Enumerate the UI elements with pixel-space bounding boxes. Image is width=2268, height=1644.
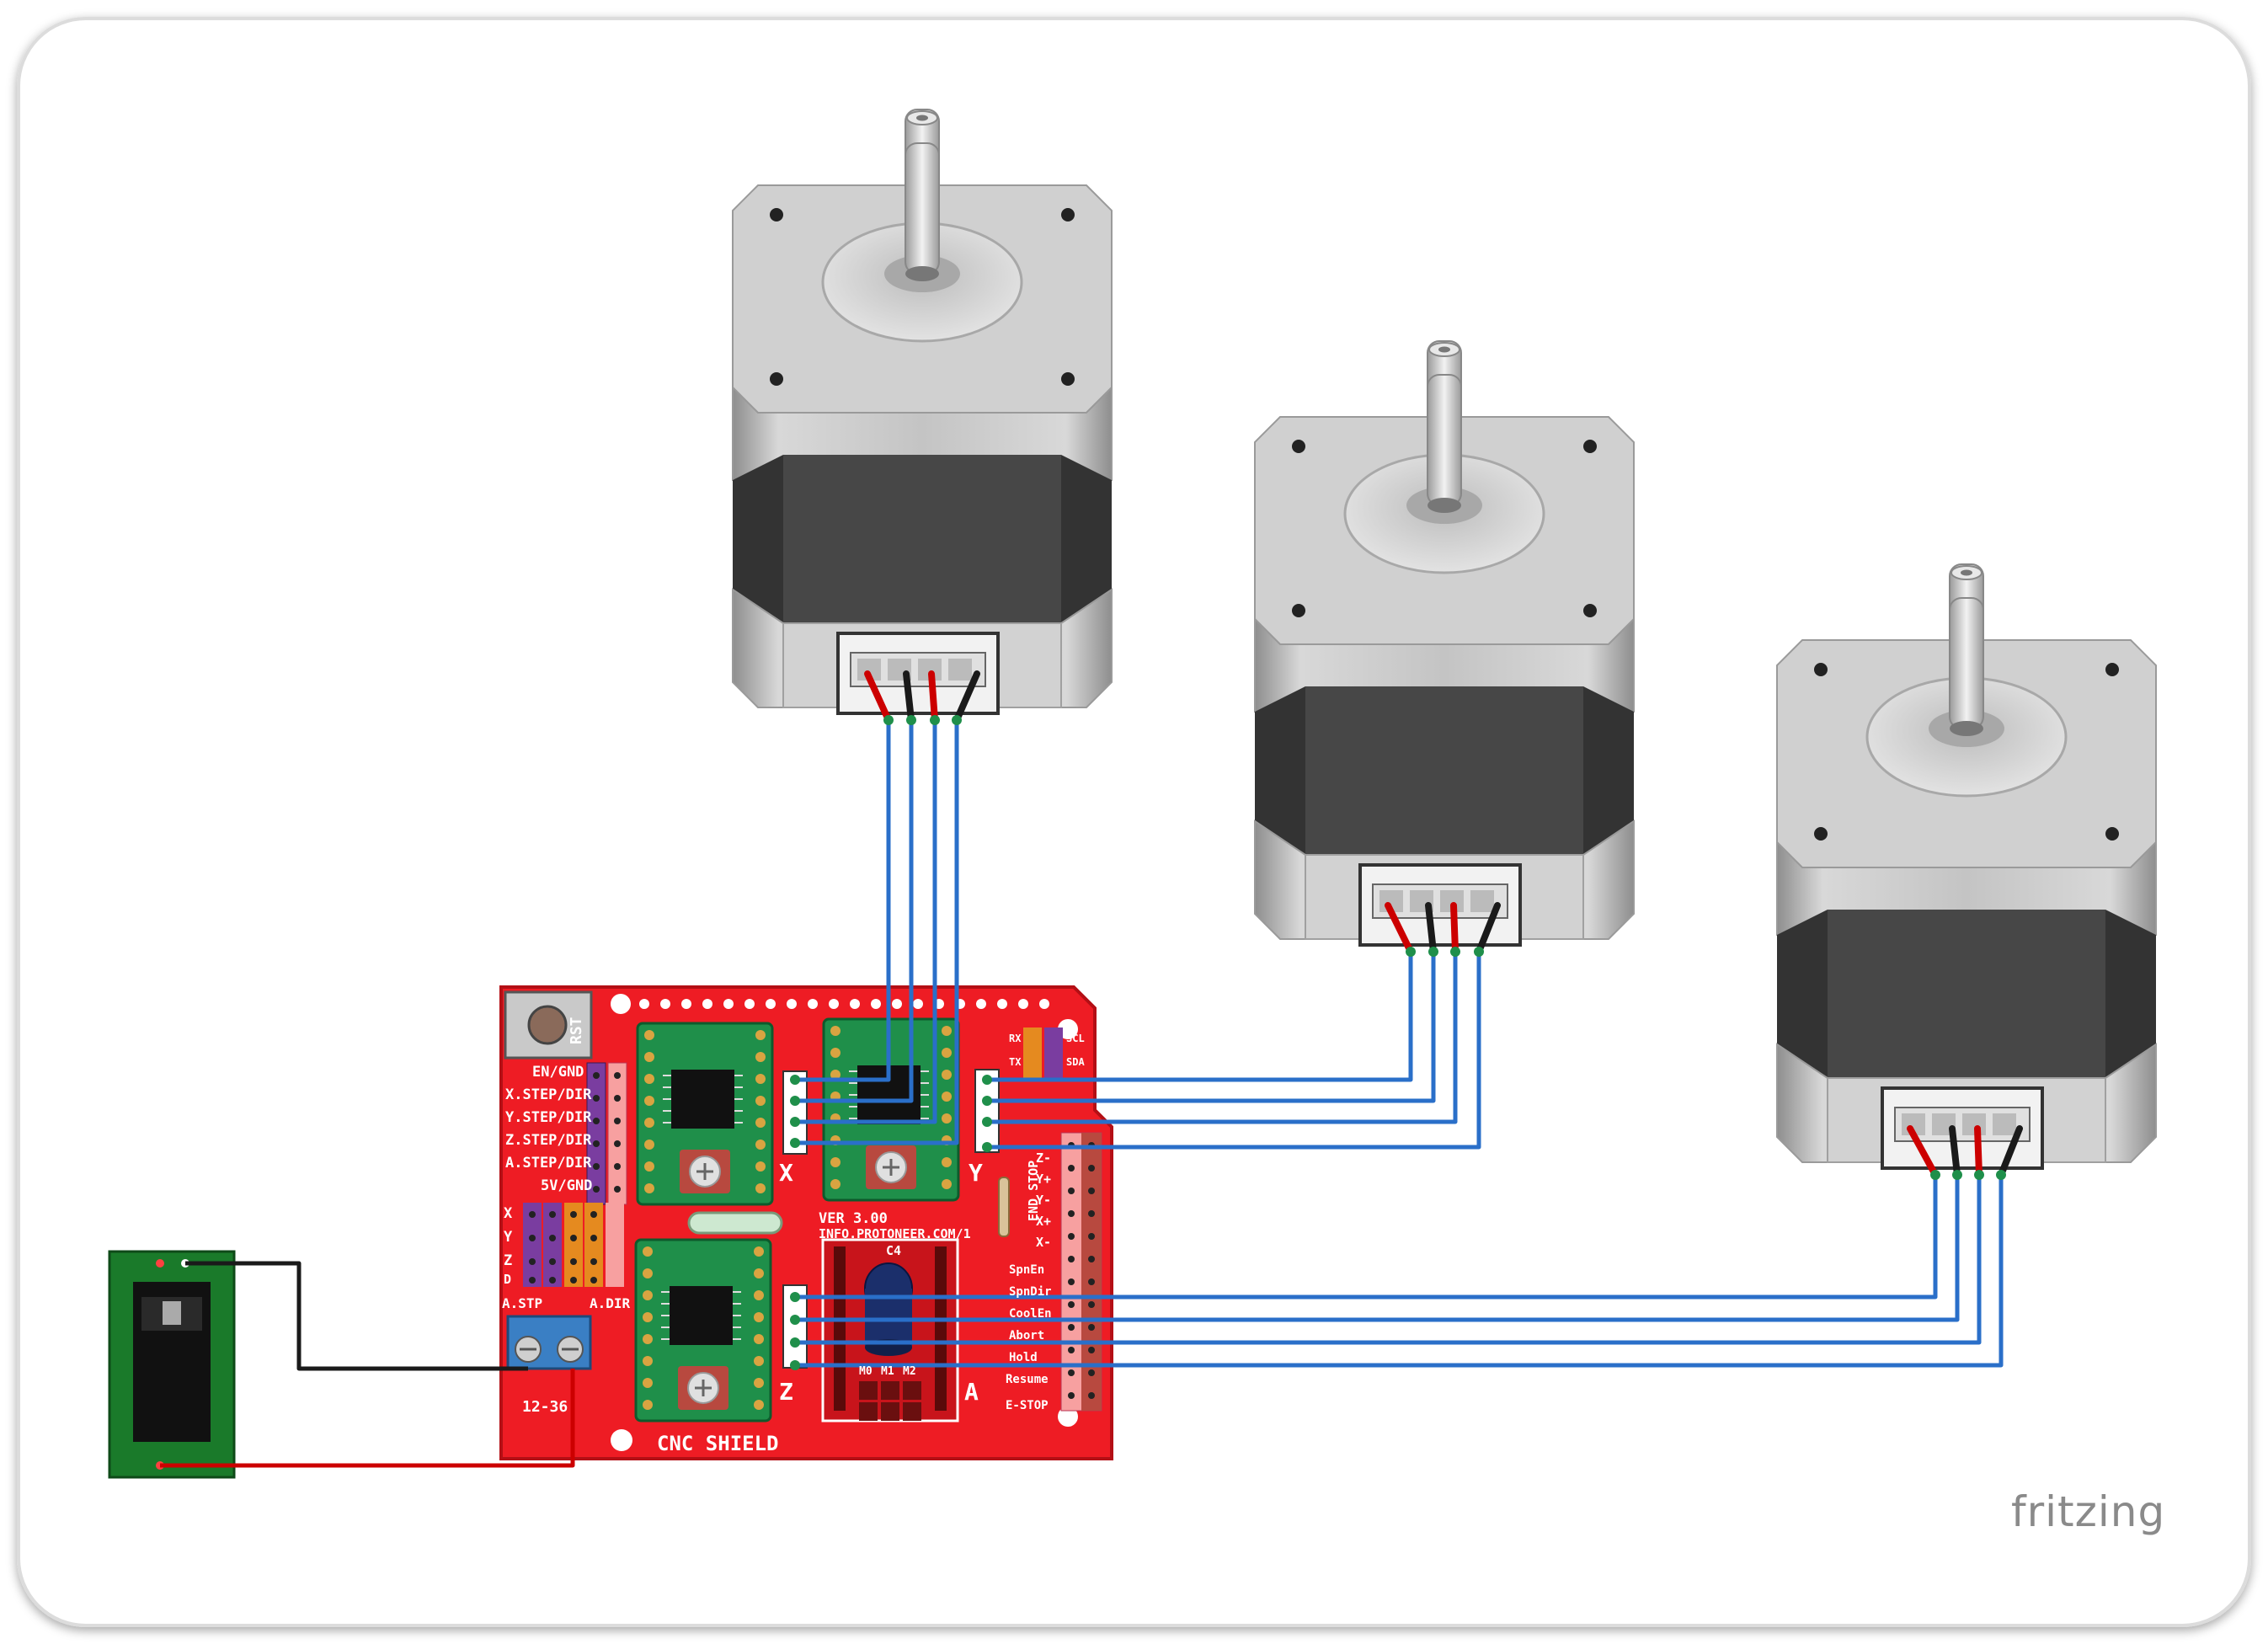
axis-label-z: Z xyxy=(779,1378,793,1406)
voltage-label: 12-36 xyxy=(522,1398,568,1416)
board-name: CNC SHIELD xyxy=(657,1432,779,1455)
small-axis-z: Z xyxy=(504,1252,512,1269)
motor-1-wires xyxy=(795,720,959,1145)
endstop-label: END STOP xyxy=(1026,1161,1041,1221)
motor-3-wires xyxy=(795,1175,2004,1368)
power-wires xyxy=(160,1261,575,1468)
motor-3-leads xyxy=(1907,1125,2023,1178)
small-axis-y: Y xyxy=(504,1229,513,1246)
small-axis-d: D xyxy=(504,1272,511,1287)
endstop-y-minus: Y- xyxy=(1036,1193,1051,1208)
version-label: VER 3.00 xyxy=(819,1210,888,1227)
a-dir-label: A.DIR xyxy=(590,1295,631,1311)
url-label: INFO.PROTONEER.COM/1 xyxy=(819,1226,971,1241)
motor-2-wires xyxy=(987,952,1481,1150)
ctrl-hold: Hold xyxy=(1009,1351,1038,1364)
power-jack-icon xyxy=(108,1250,236,1479)
endstop-x-minus: X- xyxy=(1036,1235,1051,1250)
axis-label-a: A xyxy=(964,1378,979,1406)
pin-label-y-step: Y.STEP/DIR xyxy=(505,1109,592,1126)
ctrl-spndir: SpnDir xyxy=(1009,1285,1052,1299)
cap-label: C4 xyxy=(886,1243,901,1258)
ctrl-resume: Resume xyxy=(1006,1373,1049,1386)
pin-label-en-gnd: EN/GND xyxy=(532,1064,584,1081)
endstop-x-plus: X+ xyxy=(1036,1214,1051,1229)
stepper-motor-icon xyxy=(731,108,1113,715)
i2c-sda: SDA xyxy=(1066,1056,1085,1068)
axis-label-x: X xyxy=(779,1159,793,1187)
a-axis-socket xyxy=(821,1238,959,1422)
mpin-m0: M0 xyxy=(859,1365,873,1378)
stepper-motor-icon xyxy=(1253,339,1636,947)
axis-label-y: Y xyxy=(969,1159,983,1187)
motor-1-leads xyxy=(864,670,980,723)
endstop-y-plus: Y+ xyxy=(1036,1172,1051,1187)
pin-label-z-step: Z.STEP/DIR xyxy=(505,1132,592,1149)
i2c-scl: SCL xyxy=(1066,1033,1085,1044)
pin-label-a-step: A.STEP/DIR xyxy=(505,1155,592,1172)
screw-terminal-icon xyxy=(506,1315,592,1370)
small-axis-x: X xyxy=(504,1205,513,1222)
stepper-driver-icon xyxy=(822,1017,960,1202)
diode-icon xyxy=(687,1211,783,1235)
ctrl-abort: Abort xyxy=(1009,1329,1044,1342)
motor-2-leads xyxy=(1385,902,1501,955)
stepper-driver-icon xyxy=(634,1238,772,1422)
wire-endpoints xyxy=(790,715,2006,1370)
ctrl-spnen: SpnEn xyxy=(1009,1263,1044,1277)
pin-label-x-step: X.STEP/DIR xyxy=(505,1086,592,1103)
left-pin-headers xyxy=(523,1062,627,1287)
fritzing-logo: fritzing xyxy=(2011,1487,2165,1536)
rst-label: RST xyxy=(568,1017,585,1044)
i2c-rx: RX xyxy=(1009,1033,1022,1044)
a-stp-label: A.STP xyxy=(502,1295,542,1311)
mpin-m1: M1 xyxy=(881,1365,894,1378)
i2c-tx: TX xyxy=(1009,1056,1022,1068)
stepper-driver-icon xyxy=(636,1022,774,1206)
pin-label-5v-gnd: 5V/GND xyxy=(541,1177,592,1194)
ctrl-coolen: CoolEn xyxy=(1009,1307,1052,1321)
stepper-motor-icon xyxy=(1775,563,2158,1170)
mpin-m2: M2 xyxy=(903,1365,916,1378)
endstop-z-minus: Z- xyxy=(1036,1150,1051,1166)
ctrl-estop: E-STOP xyxy=(1006,1399,1049,1412)
